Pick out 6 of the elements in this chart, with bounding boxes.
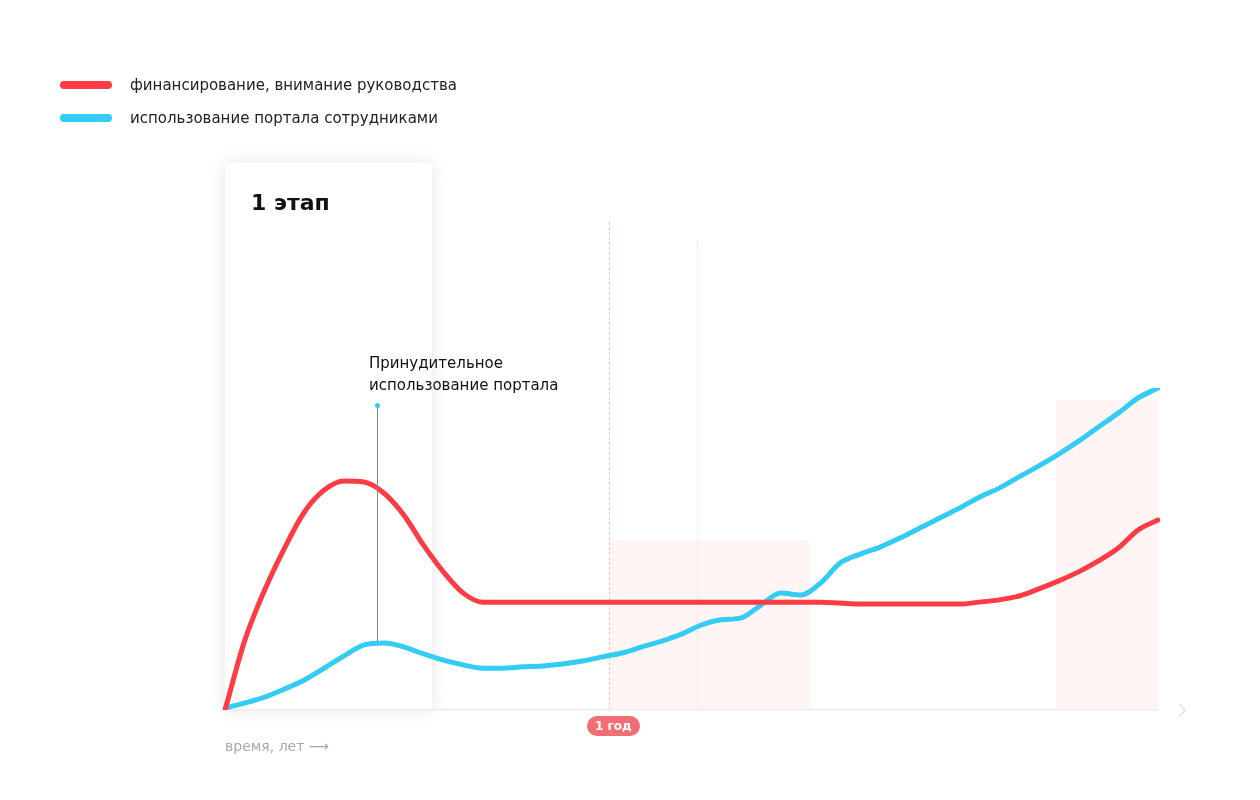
legend-label: использование портала сотрудниками [130, 108, 438, 127]
annotation: Принудительное использование портала [369, 353, 560, 396]
text: 1 этап [251, 190, 330, 215]
text: 1 год [587, 716, 640, 736]
legend-label: финансирование, внимание руководства [130, 75, 457, 94]
x-axis-title: время, лет ⟶ [225, 738, 329, 755]
